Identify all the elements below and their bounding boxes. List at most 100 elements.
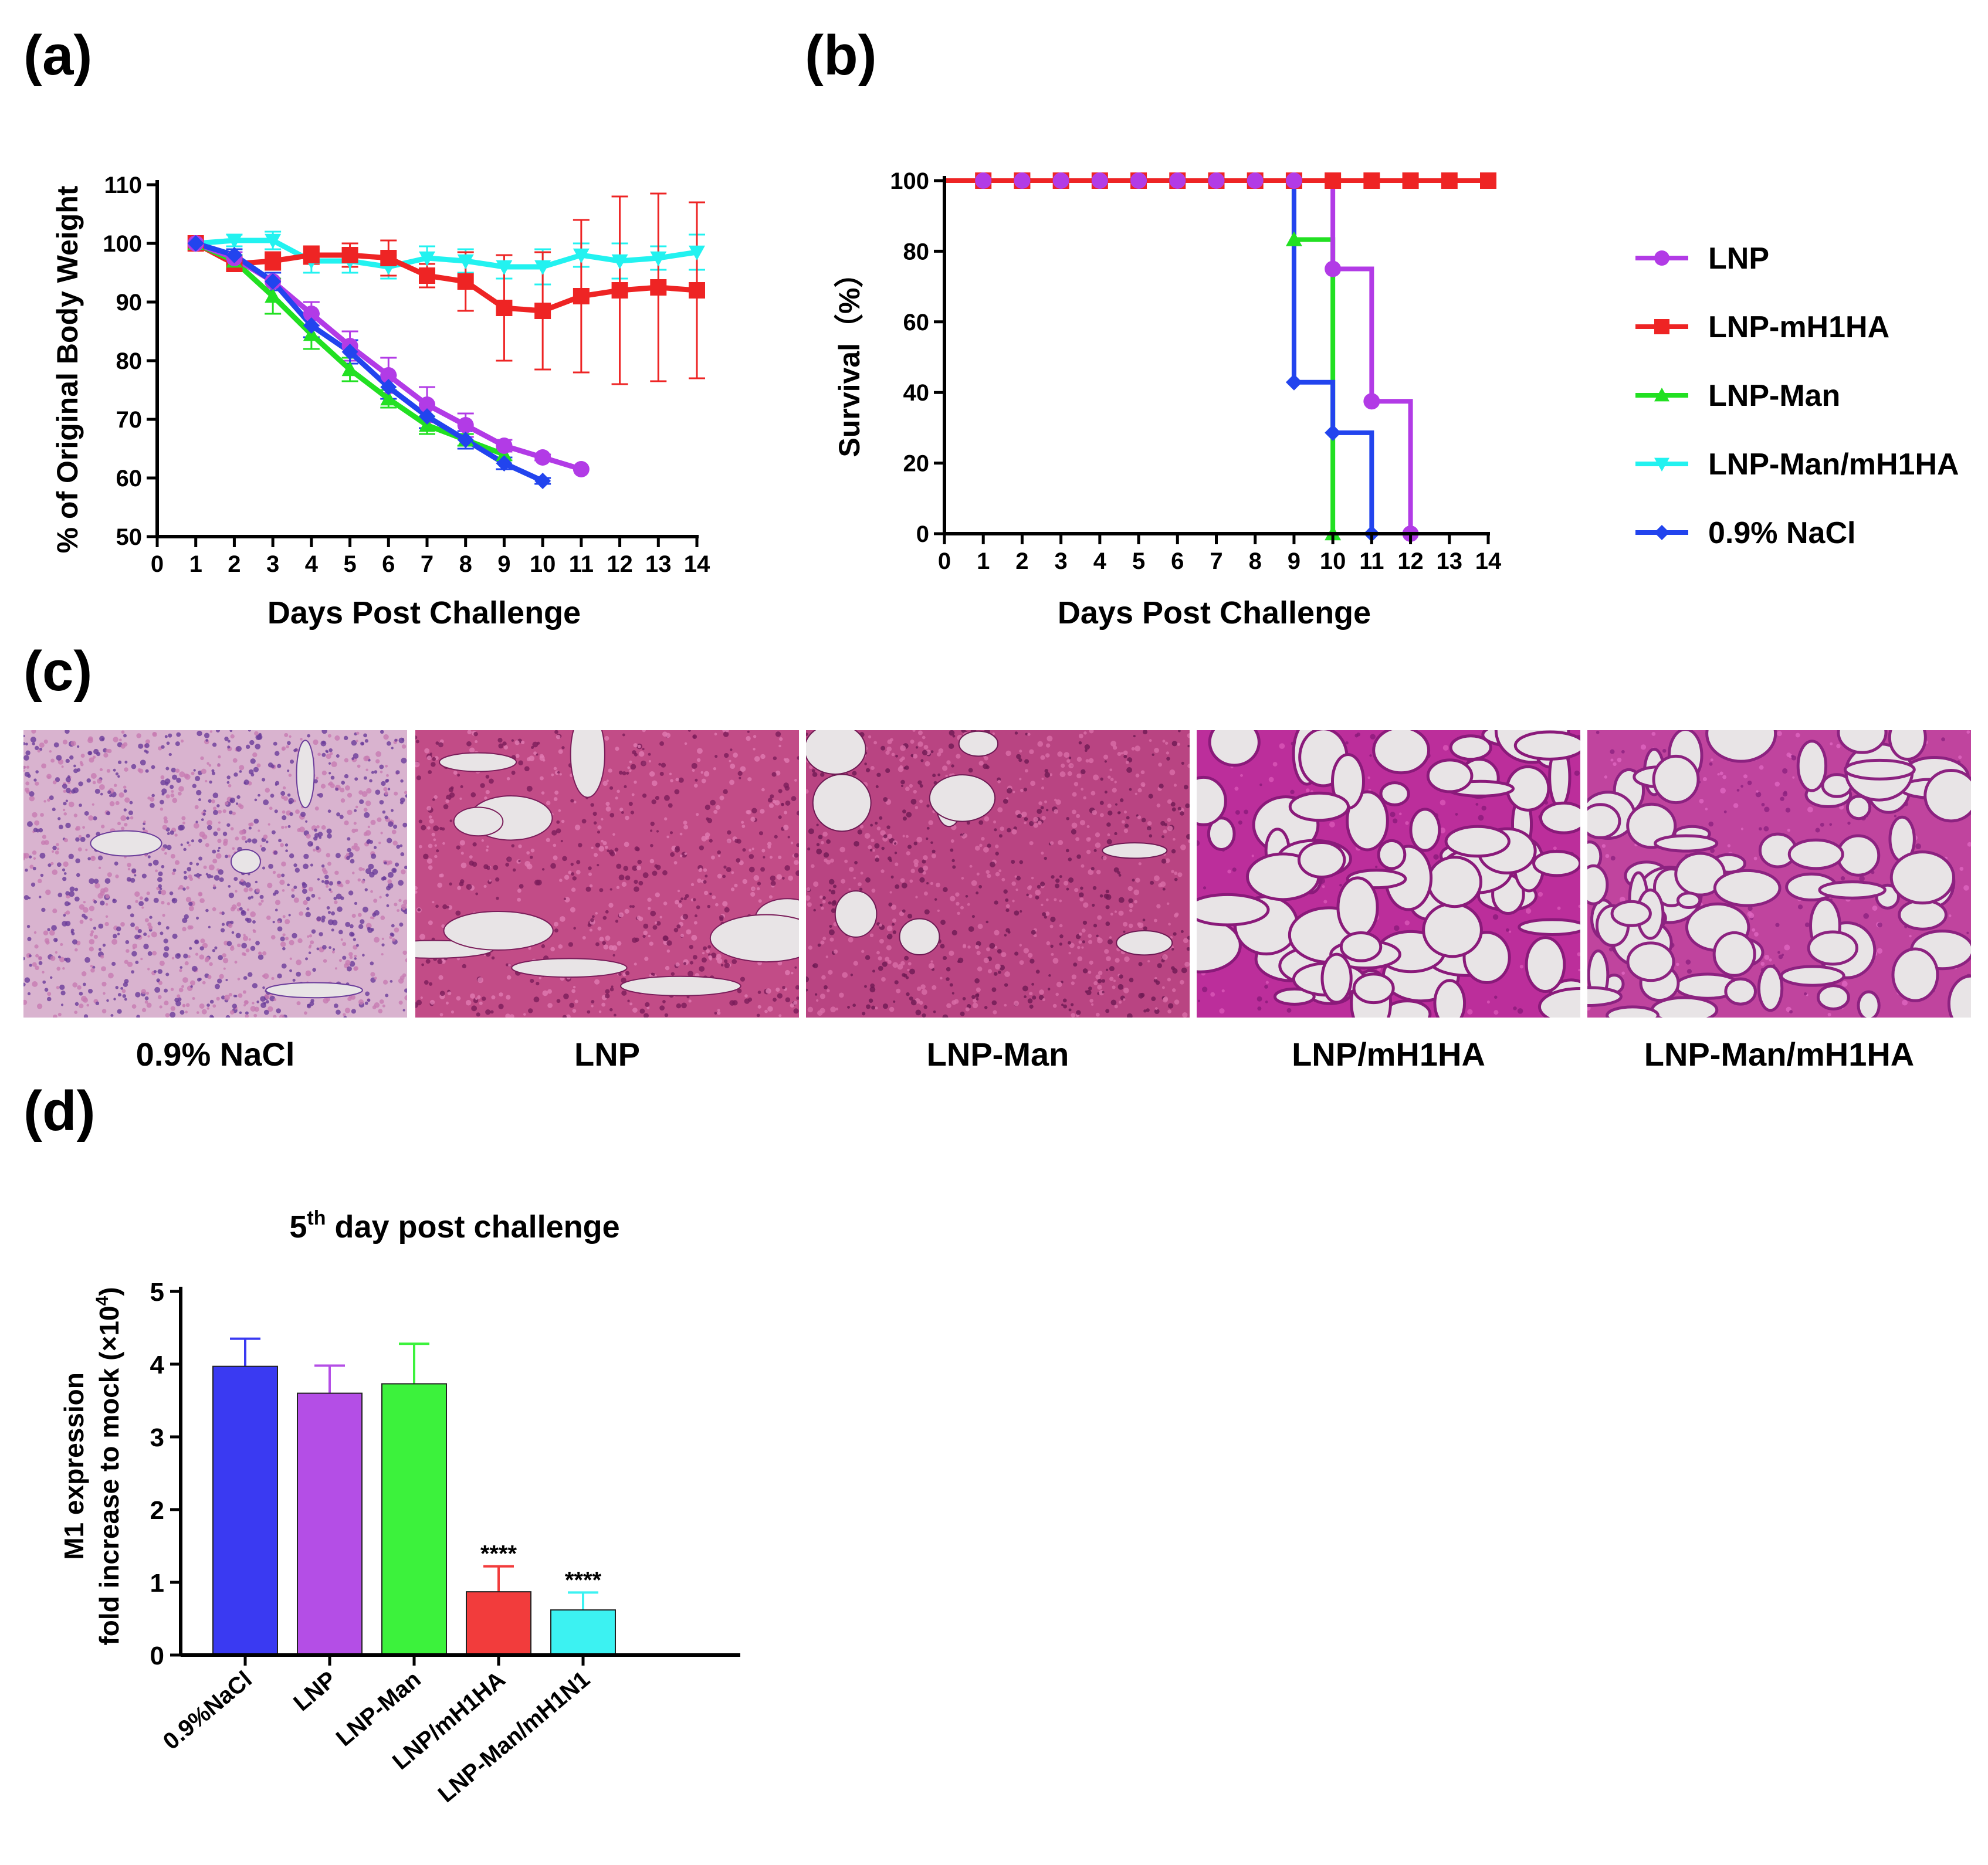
cell-nucleus	[1142, 784, 1146, 787]
cell-nucleus	[1061, 1003, 1064, 1006]
cell-nucleus	[163, 816, 168, 820]
cell-nucleus	[460, 862, 467, 869]
cell-nucleus	[1068, 1008, 1072, 1012]
cell-nucleus	[250, 945, 256, 951]
cell-nucleus	[221, 923, 225, 926]
cell-nucleus	[1187, 839, 1190, 843]
y-axis-label-line1: M1 expression	[59, 1372, 89, 1560]
cell-nucleus	[946, 977, 950, 981]
cell-nucleus	[778, 744, 781, 748]
cell-nucleus	[438, 742, 443, 748]
cell-nucleus	[625, 815, 629, 820]
cell-nucleus	[495, 877, 500, 882]
cell-nucleus	[170, 785, 174, 789]
cell-nucleus	[946, 1003, 951, 1009]
cell-nucleus	[32, 981, 38, 987]
y-tick-label: 3	[150, 1423, 164, 1452]
cell-nucleus	[357, 913, 362, 917]
cell-nucleus	[28, 897, 31, 900]
cell-nucleus	[309, 934, 313, 938]
cell-nucleus	[881, 977, 886, 982]
cell-nucleus	[164, 735, 168, 738]
cell-nucleus	[693, 784, 698, 788]
cell-nucleus	[457, 886, 461, 890]
cell-nucleus	[1093, 924, 1098, 928]
cell-nucleus	[1574, 770, 1580, 776]
cell-nucleus	[1259, 783, 1262, 786]
cell-nucleus	[379, 896, 382, 898]
y-tick-label: 100	[890, 168, 929, 194]
cell-nucleus	[924, 909, 930, 915]
cell-nucleus	[314, 833, 320, 838]
cell-nucleus	[858, 882, 862, 887]
cell-nucleus	[415, 740, 419, 744]
cell-nucleus	[1219, 1008, 1225, 1014]
cell-nucleus	[350, 924, 354, 928]
cell-nucleus	[113, 998, 116, 1001]
cell-nucleus	[318, 793, 323, 798]
cell-nucleus	[1161, 954, 1168, 960]
point-lnp-mh1ha	[611, 282, 628, 299]
cell-nucleus	[764, 1009, 768, 1013]
cell-nucleus	[92, 781, 96, 785]
cell-nucleus	[170, 1006, 175, 1011]
cell-nucleus	[268, 863, 273, 869]
cell-nucleus	[587, 923, 591, 927]
cell-nucleus	[692, 769, 695, 772]
point-lnp	[573, 461, 590, 477]
cell-nucleus	[1137, 815, 1142, 819]
cell-nucleus	[220, 928, 225, 933]
cell-nucleus	[1037, 741, 1044, 747]
cell-nucleus	[1093, 849, 1097, 852]
cell-nucleus	[542, 990, 548, 996]
cell-nucleus	[1265, 1001, 1268, 1003]
cell-nucleus	[983, 957, 989, 964]
cell-nucleus	[1184, 961, 1190, 967]
cell-nucleus	[192, 784, 197, 788]
cell-nucleus	[143, 820, 146, 823]
cell-nucleus	[209, 780, 212, 784]
cell-nucleus	[1142, 918, 1146, 922]
cell-nucleus	[39, 853, 46, 859]
y-tick-label: 4	[150, 1351, 165, 1379]
cell-nucleus	[530, 978, 534, 984]
cell-nucleus	[1042, 912, 1047, 917]
cell-nucleus	[326, 828, 332, 834]
cell-nucleus	[370, 819, 376, 825]
cell-nucleus	[271, 976, 275, 980]
cell-nucleus	[642, 934, 646, 938]
cell-nucleus	[1129, 908, 1133, 913]
cell-nucleus	[274, 809, 278, 813]
cell-nucleus	[506, 975, 512, 980]
cell-nucleus	[679, 900, 682, 903]
cell-nucleus	[161, 901, 165, 905]
cell-nucleus	[151, 794, 155, 798]
cell-nucleus	[1040, 806, 1044, 810]
cell-nucleus	[255, 880, 258, 884]
cell-nucleus	[138, 743, 144, 749]
cell-nucleus	[638, 751, 645, 757]
cell-nucleus	[1095, 842, 1101, 848]
cell-nucleus	[705, 804, 710, 811]
cell-nucleus	[987, 873, 991, 879]
cell-nucleus	[1005, 908, 1010, 913]
cell-nucleus	[469, 855, 473, 859]
cell-nucleus	[174, 860, 180, 865]
cell-nucleus	[429, 999, 435, 1005]
cell-nucleus	[131, 970, 134, 974]
cell-nucleus	[1761, 803, 1765, 806]
cell-nucleus	[630, 811, 635, 815]
cell-nucleus	[883, 834, 888, 839]
cell-nucleus	[634, 752, 638, 757]
cell-nucleus	[165, 972, 170, 976]
cell-nucleus	[284, 733, 289, 737]
cell-nucleus	[363, 733, 367, 738]
cell-nucleus	[328, 946, 331, 950]
cell-nucleus	[394, 791, 398, 796]
cell-nucleus	[1082, 940, 1086, 944]
cell-nucleus	[652, 925, 658, 930]
cell-nucleus	[1171, 948, 1174, 951]
cell-nucleus	[918, 867, 924, 873]
cell-nucleus	[189, 862, 193, 866]
cell-nucleus	[62, 868, 66, 872]
